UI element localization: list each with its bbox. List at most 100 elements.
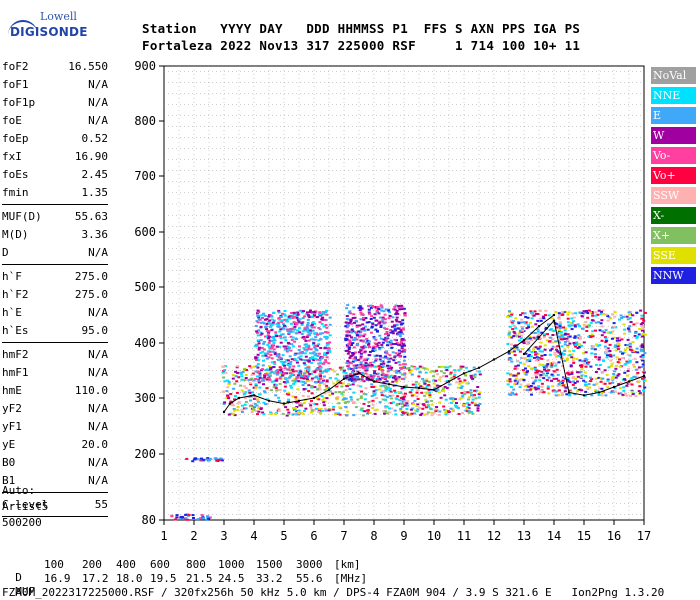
echo-cell — [295, 314, 299, 317]
echo-cell — [423, 413, 426, 416]
echo-cell — [348, 334, 352, 337]
echo-cell — [590, 347, 594, 350]
echo-cell — [376, 372, 380, 375]
distance-row: D — [2, 558, 22, 584]
echo-cell — [294, 396, 298, 399]
echo-cell — [444, 413, 448, 416]
echo-cell — [327, 409, 331, 412]
echo-cell — [327, 386, 331, 389]
echo-cell — [397, 327, 401, 330]
echo-cell — [294, 321, 298, 324]
echo-cell — [259, 334, 263, 337]
muf-row: MUF — [2, 572, 35, 598]
echo-cell — [625, 346, 629, 349]
echo-cell — [536, 347, 540, 350]
echo-cell — [603, 336, 607, 339]
echo-cell — [403, 344, 406, 347]
echo-cell — [293, 353, 297, 356]
echo-cell — [321, 316, 325, 319]
echo-cell — [601, 358, 605, 361]
echo-cell — [272, 337, 276, 340]
echo-cell — [384, 308, 388, 311]
echo-cell — [508, 357, 512, 360]
echo-cell — [286, 359, 290, 362]
echo-cell — [251, 391, 255, 394]
echo-cell — [348, 339, 351, 342]
echo-cell — [292, 311, 296, 314]
echo-cell — [233, 414, 237, 417]
echo-cell — [315, 349, 319, 352]
echo-cell — [298, 373, 301, 376]
param-separator — [2, 516, 108, 517]
echo-cell — [370, 395, 374, 398]
echo-cell — [342, 398, 346, 401]
echo-cell — [384, 386, 388, 389]
echo-cell — [379, 363, 383, 366]
echo-cell — [554, 322, 558, 325]
echo-cell — [449, 378, 453, 381]
echo-cell — [525, 360, 529, 363]
echo-cell — [271, 321, 275, 324]
echo-cell — [387, 407, 391, 410]
echo-cell — [640, 335, 644, 338]
echo-cell — [560, 338, 564, 341]
echo-cell — [432, 412, 436, 414]
echo-cell — [281, 374, 285, 377]
echo-cell — [642, 319, 646, 322]
x-tick-label: 15 — [577, 529, 591, 543]
echo-cell — [539, 319, 543, 322]
echo-cell — [520, 318, 524, 321]
echo-cell — [289, 361, 293, 363]
echo-cell — [539, 337, 542, 340]
param-row: D N/A — [2, 244, 108, 262]
echo-cell — [306, 348, 310, 351]
echo-cell — [185, 457, 189, 460]
echo-cell — [253, 396, 257, 399]
echo-cell — [324, 359, 328, 362]
echo-cell — [314, 369, 318, 372]
echo-cell — [262, 390, 266, 393]
echo-cell — [633, 376, 637, 378]
trace-point — [507, 350, 511, 353]
echo-cell — [565, 393, 569, 396]
param-value: N/A — [88, 402, 108, 415]
echo-cell — [521, 312, 525, 315]
echo-cell — [388, 365, 392, 368]
echo-cell — [399, 306, 403, 309]
echo-cell — [519, 361, 523, 364]
echo-cell — [541, 350, 544, 353]
echo-cell — [255, 320, 259, 323]
trace-point — [327, 388, 331, 391]
echo-cell — [421, 386, 425, 389]
echo-cell — [289, 384, 293, 387]
echo-cell — [277, 311, 281, 314]
echo-cell — [598, 387, 602, 390]
echo-cell — [296, 376, 300, 379]
echo-cell — [242, 391, 246, 394]
echo-cell — [368, 350, 372, 353]
echo-cell — [335, 398, 339, 401]
echo-cell — [281, 333, 285, 336]
echo-cell — [206, 457, 210, 460]
echo-cell — [310, 377, 314, 380]
echo-cell — [345, 374, 349, 377]
echo-cell — [370, 315, 374, 318]
echo-cell — [470, 394, 473, 397]
echo-cell — [385, 388, 389, 391]
echo-cell — [356, 343, 360, 346]
echo-cell — [288, 346, 292, 349]
echo-cell — [332, 382, 336, 385]
echo-cell — [233, 398, 236, 401]
echo-cell — [619, 350, 622, 353]
echo-cell — [322, 370, 326, 373]
echo-cell — [543, 344, 547, 347]
echo-cell — [334, 377, 338, 380]
echo-cell — [389, 374, 393, 377]
legend-item-vo-: Vo- — [651, 147, 696, 164]
echo-cell — [322, 379, 325, 382]
trace-point — [297, 399, 301, 402]
echo-cell — [295, 361, 299, 364]
echo-cell — [524, 385, 528, 388]
echo-cell — [313, 403, 317, 405]
